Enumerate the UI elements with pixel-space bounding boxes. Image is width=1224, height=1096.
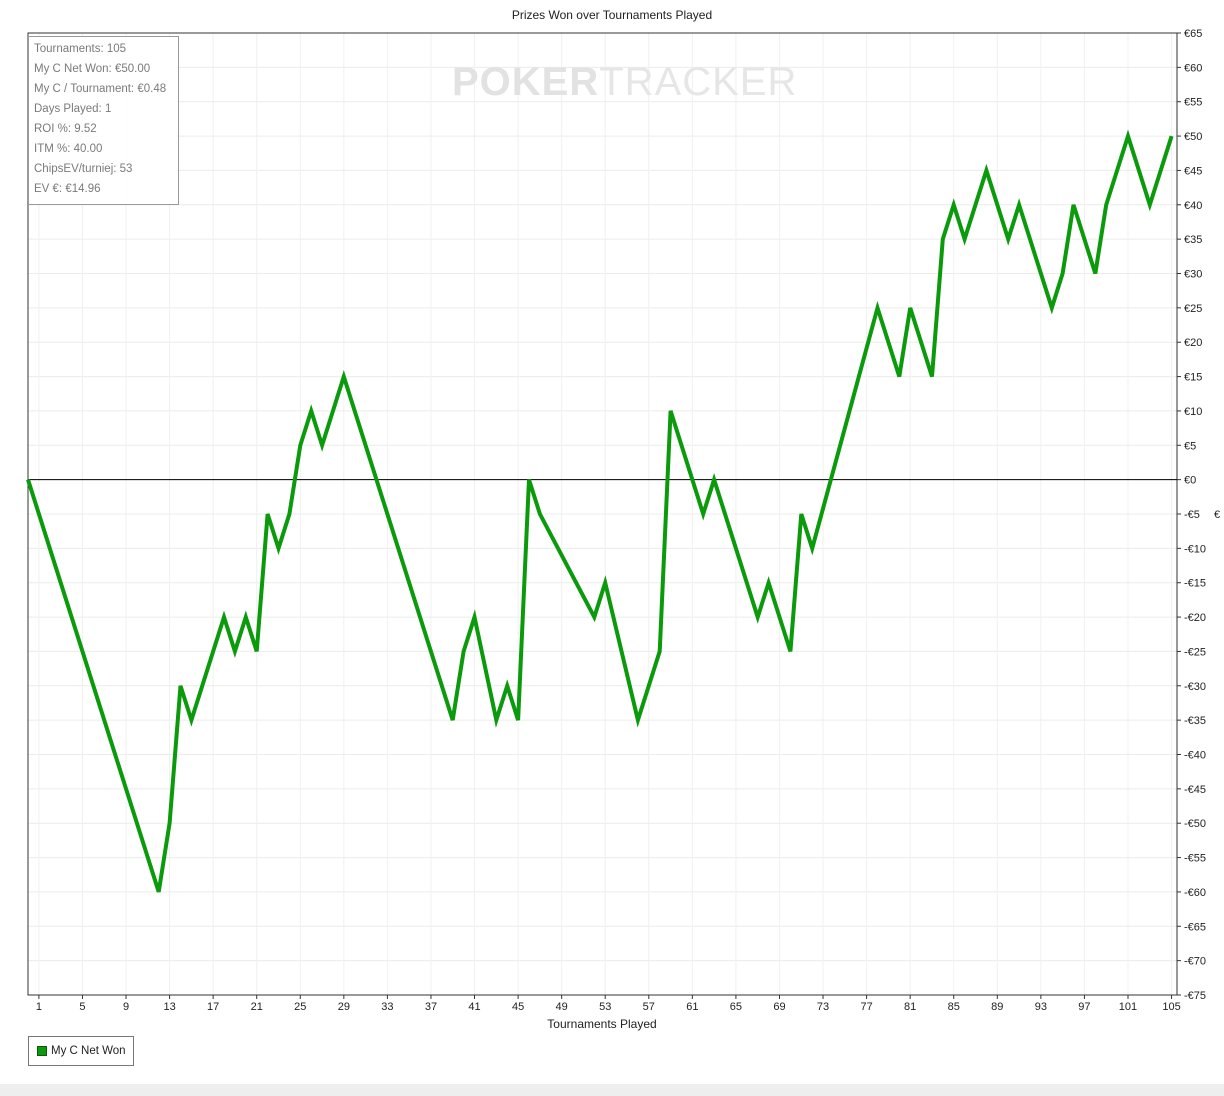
x-tick-label: 77 [860, 1001, 872, 1013]
y-tick-label: €0 [1184, 475, 1196, 487]
chart-title: Prizes Won over Tournaments Played [511, 8, 713, 22]
series-layer [26, 129, 1174, 893]
stat-tournaments: Tournaments: 105 [34, 43, 127, 55]
legend[interactable]: My C Net Won [28, 1036, 134, 1066]
y-tick-label: €30 [1184, 269, 1202, 281]
y-tick-label: €40 [1184, 200, 1202, 212]
y-tick-label: -€25 [1184, 646, 1206, 658]
stat-days-played: Days Played: 1 [34, 103, 112, 115]
y-tick-label: -€30 [1184, 681, 1206, 693]
y-tick-label: €25 [1184, 303, 1202, 315]
plot-frame [27, 32, 1178, 996]
y-tick-label: -€50 [1184, 818, 1206, 830]
x-tick-label: 101 [1119, 1001, 1137, 1013]
stat-roi: ROI %: 9.52 [34, 123, 97, 135]
x-tick-label: 97 [1078, 1001, 1090, 1013]
x-tick-label: 41 [468, 1001, 480, 1013]
y-tick-label: €60 [1184, 62, 1202, 74]
x-tick-label: 45 [512, 1001, 524, 1013]
x-tick-label: 13 [163, 1001, 175, 1013]
x-tick-label: 69 [773, 1001, 785, 1013]
y-tick-label: €35 [1184, 234, 1202, 246]
x-tick-label: 29 [338, 1001, 350, 1013]
x-tick-label: 49 [556, 1001, 568, 1013]
y-axis-label: € [1214, 509, 1221, 521]
y-tick-label: -€75 [1184, 990, 1206, 1002]
x-tick-label: 37 [425, 1001, 437, 1013]
tick-labels: €65 €60 €55 €50 €45 €40 €35 €30 €25 €20 €15 €10 €5 €0… [36, 28, 1206, 1013]
y-tick-label: -€35 [1184, 715, 1206, 727]
x-axis-label: Tournaments Played [547, 1017, 657, 1031]
grid [28, 32, 1177, 996]
legend-swatch [37, 1046, 47, 1056]
y-tick-label: €45 [1184, 165, 1202, 177]
series-line-my-c-net-won [26, 129, 1174, 893]
x-tick-label: 53 [599, 1001, 611, 1013]
y-tick-label: -€20 [1184, 612, 1206, 624]
y-tick-label: €55 [1184, 97, 1202, 109]
x-tick-label: 5 [79, 1001, 85, 1013]
stat-chipsev: ChipsEV/turniej: 53 [34, 163, 133, 175]
x-tick-label: 17 [207, 1001, 219, 1013]
x-tick-label: 1 [36, 1001, 42, 1013]
x-tick-label: 57 [643, 1001, 655, 1013]
y-tick-label: €20 [1184, 337, 1202, 349]
x-tick-label: 25 [294, 1001, 306, 1013]
y-tick-label: -€10 [1184, 543, 1206, 555]
y-tick-label: -€40 [1184, 750, 1206, 762]
x-tick-label: 81 [904, 1001, 916, 1013]
y-tick-label: €5 [1184, 440, 1196, 452]
stat-itm: ITM %: 40.00 [34, 143, 103, 155]
x-tick-label: 9 [123, 1001, 129, 1013]
legend-label: My C Net Won [51, 1045, 126, 1057]
y-tick-label: €65 [1184, 28, 1202, 40]
axes [27, 32, 1181, 999]
x-tick-label: 61 [686, 1001, 698, 1013]
x-tick-label: 21 [251, 1001, 263, 1013]
stat-net-won: My C Net Won: €50.00 [34, 63, 151, 75]
y-tick-label: -€5 [1184, 509, 1200, 521]
y-tick-label: -€70 [1184, 956, 1206, 968]
x-tick-label: 73 [817, 1001, 829, 1013]
stat-ev: EV €: €14.96 [34, 183, 101, 195]
x-tick-label: 33 [381, 1001, 393, 1013]
y-tick-label: -€60 [1184, 887, 1206, 899]
y-tick-label: -€55 [1184, 853, 1206, 865]
bottom-strip [0, 1084, 1224, 1096]
x-tick-label: 105 [1162, 1001, 1180, 1013]
y-tick-label: -€15 [1184, 578, 1206, 590]
y-tick-label: €15 [1184, 372, 1202, 384]
x-tick-label: 65 [730, 1001, 742, 1013]
x-tick-label: 93 [1035, 1001, 1047, 1013]
stats-box: Tournaments: 105 My C Net Won: €50.00 My… [28, 36, 179, 205]
y-tick-label: €50 [1184, 131, 1202, 143]
y-tick-label: €10 [1184, 406, 1202, 418]
y-tick-label: -€45 [1184, 784, 1206, 796]
y-tick-label: -€65 [1184, 921, 1206, 933]
x-tick-label: 89 [991, 1001, 1003, 1013]
pokertracker-watermark: POKERTRACKER [452, 60, 798, 104]
x-tick-label: 85 [948, 1001, 960, 1013]
stat-per-tournament: My C / Tournament: €0.48 [34, 83, 167, 95]
